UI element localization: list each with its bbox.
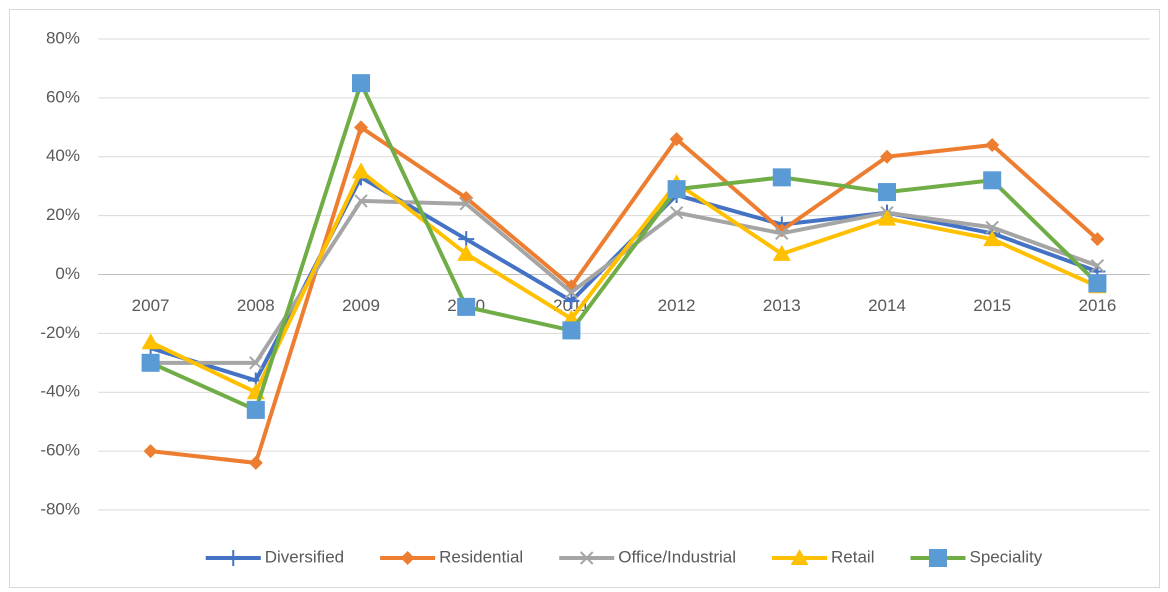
marker bbox=[775, 226, 789, 240]
legend-marker bbox=[790, 549, 809, 565]
marker bbox=[983, 230, 1002, 247]
legend-item: Residential bbox=[380, 547, 523, 566]
y-tick-label: 60% bbox=[46, 87, 80, 106]
y-tick-label: -80% bbox=[40, 499, 80, 518]
marker bbox=[669, 132, 684, 147]
marker bbox=[564, 285, 579, 299]
legend-marker bbox=[400, 551, 415, 565]
x-tick-label: 2008 bbox=[237, 296, 275, 315]
marker bbox=[985, 137, 1000, 152]
marker bbox=[1090, 258, 1105, 273]
legend-marker bbox=[225, 550, 242, 566]
marker bbox=[141, 353, 160, 372]
legend-label: Diversified bbox=[265, 547, 344, 566]
marker bbox=[772, 168, 791, 187]
marker bbox=[246, 400, 265, 419]
marker bbox=[667, 180, 686, 199]
x-tick-label: 2016 bbox=[1078, 296, 1116, 315]
marker bbox=[352, 74, 370, 93]
marker bbox=[1088, 274, 1107, 293]
marker bbox=[249, 356, 263, 370]
y-tick-label: 20% bbox=[46, 205, 80, 224]
marker bbox=[772, 244, 791, 261]
y-tick-label: -40% bbox=[40, 382, 80, 401]
legend-label: Residential bbox=[439, 547, 523, 566]
marker bbox=[878, 209, 896, 226]
chart-border bbox=[9, 9, 1160, 588]
series-line bbox=[150, 125, 1099, 465]
series-line bbox=[149, 81, 1099, 412]
x-tick-label: 2007 bbox=[132, 296, 170, 315]
x-tick-label: 2009 bbox=[342, 296, 380, 315]
series-line bbox=[149, 169, 1099, 395]
x-tick-label: 2014 bbox=[868, 296, 906, 315]
marker bbox=[562, 321, 581, 340]
legend-marker bbox=[580, 551, 594, 565]
y-tick-label: -60% bbox=[40, 441, 80, 460]
marker bbox=[248, 455, 263, 470]
y-tick-label: 40% bbox=[46, 146, 80, 165]
legend-item: Speciality bbox=[910, 547, 1043, 567]
x-tick-label: 2013 bbox=[763, 296, 801, 315]
marker bbox=[669, 205, 684, 220]
y-tick-label: -20% bbox=[40, 323, 80, 342]
x-tick-label: 2015 bbox=[973, 296, 1011, 315]
marker bbox=[352, 162, 370, 179]
marker bbox=[141, 333, 160, 350]
marker bbox=[457, 244, 476, 261]
x-tick-label: 2012 bbox=[658, 296, 696, 315]
legend-marker bbox=[928, 549, 947, 567]
marker bbox=[459, 197, 473, 211]
marker bbox=[354, 194, 368, 208]
marker bbox=[985, 220, 999, 235]
marker bbox=[354, 120, 368, 135]
marker bbox=[563, 292, 580, 309]
marker bbox=[1090, 232, 1105, 247]
marker bbox=[457, 297, 476, 316]
legend-label: Retail bbox=[831, 547, 874, 566]
legend-label: Speciality bbox=[969, 547, 1042, 566]
marker bbox=[143, 444, 158, 459]
marker bbox=[458, 231, 475, 248]
y-tick-label: 80% bbox=[46, 28, 80, 47]
legend: Diversified Residential Office/Industrial R… bbox=[205, 547, 1043, 567]
marker bbox=[880, 149, 894, 164]
marker bbox=[983, 171, 1002, 190]
legend-item: Retail bbox=[772, 547, 874, 566]
y-tick-label: 0% bbox=[55, 264, 80, 283]
legend-item: Diversified bbox=[205, 547, 344, 566]
legend-label: Office/Industrial bbox=[618, 547, 736, 566]
marker bbox=[878, 183, 896, 202]
legend-item: Office/Industrial bbox=[559, 547, 736, 566]
